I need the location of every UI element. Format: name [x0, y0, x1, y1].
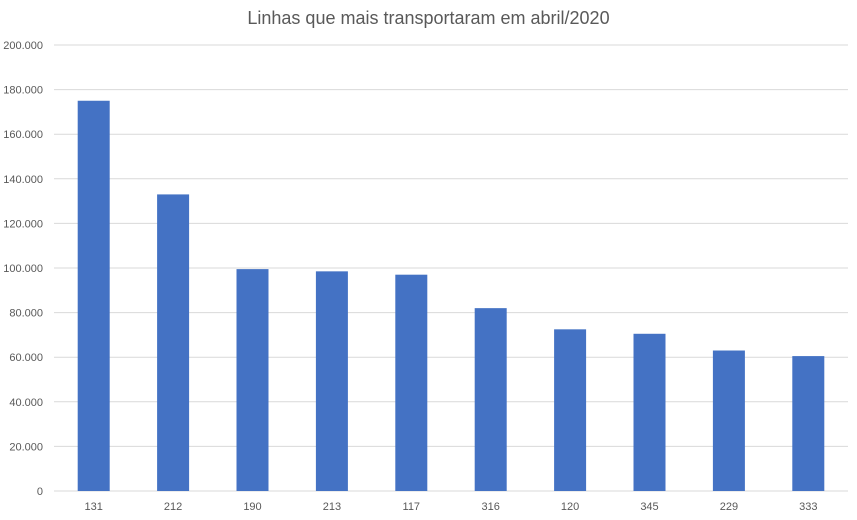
- y-tick-label: 100.000: [3, 263, 43, 275]
- bar-213: [315, 271, 348, 491]
- bar-212: [157, 194, 190, 491]
- x-axis-ticks: 131 212 190 213 117 316 120 345 229 333: [85, 501, 818, 513]
- y-axis-ticks: 0 20.000 40.000 60.000 80.000 100.000 120.000 1…: [3, 40, 43, 498]
- y-tick-label: 120.000: [3, 218, 43, 230]
- y-tick-label: 40.000: [9, 397, 43, 409]
- chart-title: Linhas que mais transportaram em abril/2…: [247, 8, 610, 28]
- bar-316: [474, 308, 507, 491]
- y-tick-label: 180.000: [3, 85, 43, 97]
- x-tick-label: 333: [799, 501, 817, 513]
- x-tick-label: 345: [640, 501, 658, 513]
- y-tick-label: 80.000: [9, 308, 43, 320]
- y-tick-label: 60.000: [9, 352, 43, 364]
- x-tick-label: 212: [164, 501, 182, 513]
- y-tick-label: 0: [37, 486, 43, 498]
- x-tick-label: 190: [243, 501, 261, 513]
- bar-345: [633, 333, 666, 491]
- bar-229: [712, 350, 745, 491]
- bar-117: [395, 274, 428, 491]
- bar-190: [236, 269, 269, 491]
- bar-131: [77, 100, 110, 491]
- x-tick-label: 213: [323, 501, 341, 513]
- bar-120: [554, 329, 587, 491]
- x-tick-label: 117: [403, 501, 421, 513]
- y-tick-label: 20.000: [9, 441, 43, 453]
- y-tick-label: 160.000: [3, 129, 43, 141]
- x-tick-label: 316: [482, 501, 500, 513]
- bar-333: [792, 356, 825, 491]
- bars: [77, 100, 825, 491]
- x-tick-label: 131: [85, 501, 103, 513]
- y-tick-label: 200.000: [3, 40, 43, 52]
- x-tick-label: 120: [561, 501, 579, 513]
- x-tick-label: 229: [720, 501, 738, 513]
- y-tick-label: 140.000: [3, 174, 43, 186]
